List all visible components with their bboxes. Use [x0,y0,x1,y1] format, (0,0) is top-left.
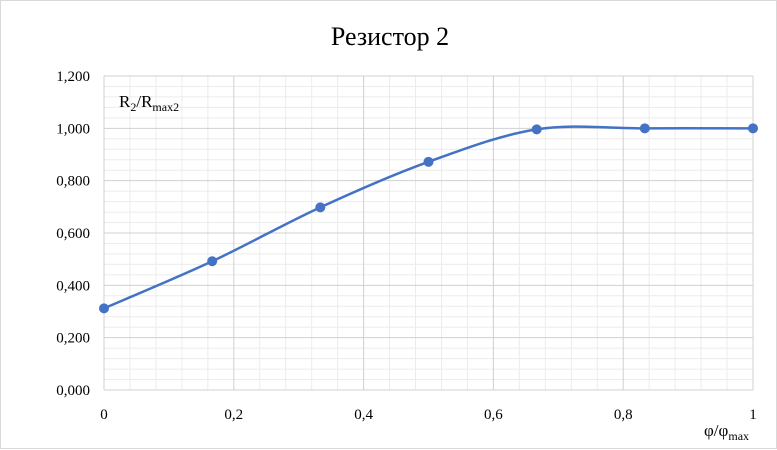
y-tick-label: 1,200 [56,69,90,85]
x-axis-label: φ/φmax [704,421,749,443]
x-tick-label: 0,4 [354,407,373,423]
x-tick-labels: 0 0,2 0,4 0,6 0,8 1 [100,407,757,423]
major-grid [103,75,754,391]
y-tick-label: 1,000 [56,121,90,137]
data-point [207,256,218,267]
x-tick-label: 0,6 [484,407,503,423]
y-tick-label: 0,800 [56,174,90,190]
x-tick-label: 0,8 [614,407,633,423]
y-tick-label: 0,200 [56,331,90,347]
y-axis-label-sub2: max2 [152,100,179,114]
data-point [99,303,109,314]
data-point [748,123,758,134]
y-tick-labels: 0,000 0,200 0,400 0,600 0,800 1,000 1,200 [56,69,90,399]
x-tick-label: 1 [749,407,757,423]
chart-title: Резистор 2 [331,22,449,51]
y-tick-label: 0,400 [56,278,90,294]
x-axis-label-sub: max [728,429,749,443]
data-points [99,123,758,314]
data-point [531,124,542,135]
data-point [423,156,434,167]
y-axis-label: R2/Rmax2 [119,92,179,114]
y-axis-label-base: R [119,92,131,111]
x-tick-label: 0,2 [224,407,243,423]
y-tick-label: 0,000 [56,383,90,399]
x-axis-label-base: φ/φ [704,421,729,440]
data-point [315,202,326,213]
series-line [103,125,754,310]
y-axis-label-mid: /R [136,92,153,111]
y-tick-label: 0,600 [56,226,90,242]
data-point [639,123,650,134]
y-axis-label-sub1: 2 [130,100,136,114]
x-tick-label: 0 [100,407,108,423]
